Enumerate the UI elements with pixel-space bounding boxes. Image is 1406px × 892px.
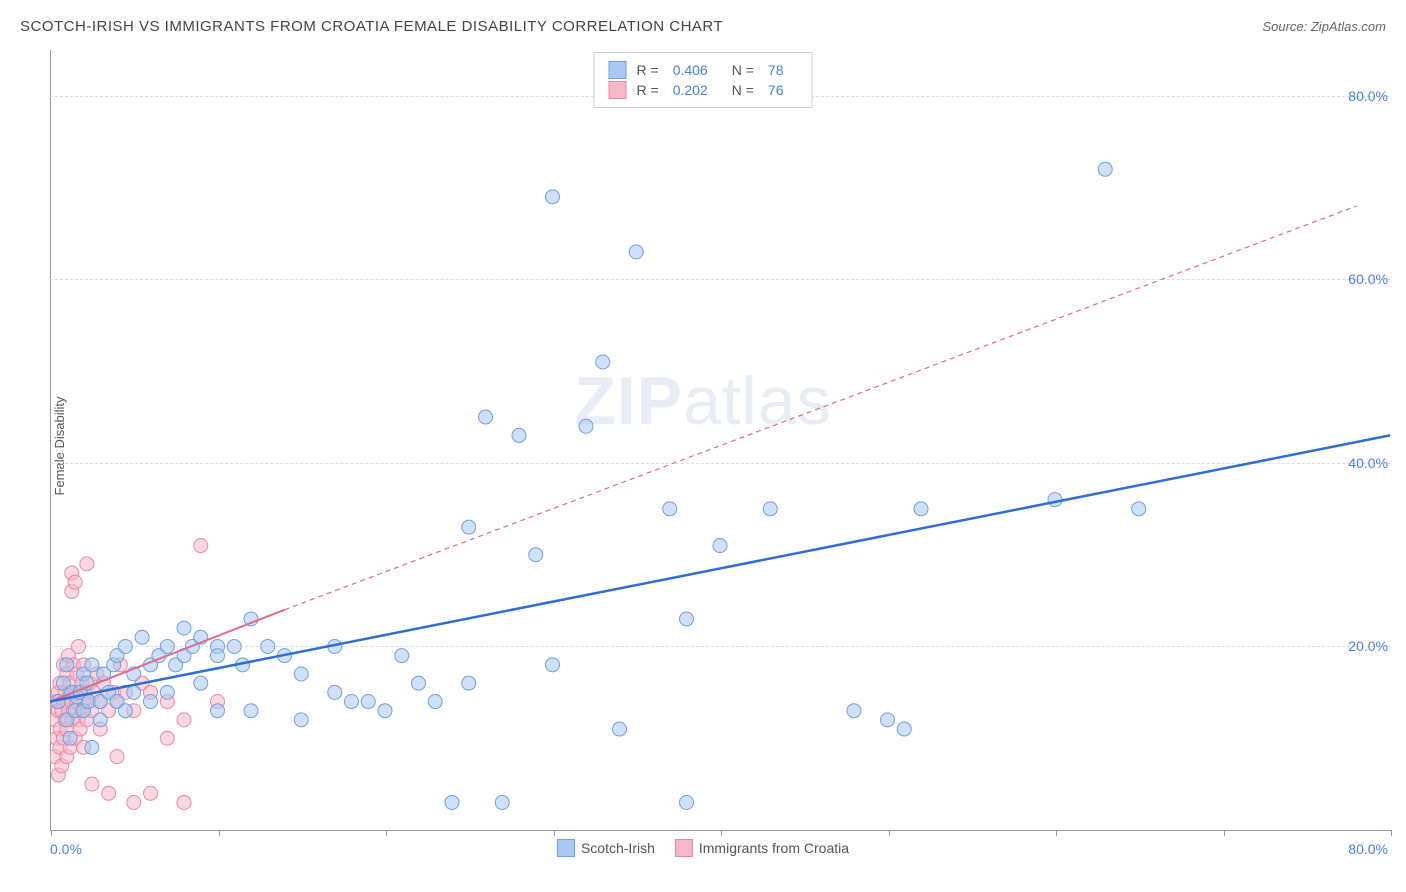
data-point [68, 575, 82, 589]
data-point [378, 704, 392, 718]
data-point [85, 777, 99, 791]
data-point [194, 539, 208, 553]
data-point [529, 548, 543, 562]
data-point [579, 419, 593, 433]
data-point [144, 786, 158, 800]
data-point [71, 639, 85, 653]
legend-row-series-2: R = 0.202 N = 76 [609, 81, 798, 99]
chart-header: SCOTCH-IRISH VS IMMIGRANTS FROM CROATIA … [20, 18, 1386, 35]
data-point [160, 685, 174, 699]
data-point [713, 539, 727, 553]
data-point [412, 676, 426, 690]
legend-row-series-1: R = 0.406 N = 78 [609, 61, 798, 79]
data-point [680, 612, 694, 626]
data-point [914, 502, 928, 516]
data-point [546, 190, 560, 204]
data-point [596, 355, 610, 369]
data-point [135, 630, 149, 644]
data-point [1048, 493, 1062, 507]
data-point [629, 245, 643, 259]
data-point [328, 685, 342, 699]
data-point [211, 704, 225, 718]
data-point [294, 667, 308, 681]
legend-item-2: Immigrants from Croatia [675, 839, 849, 857]
data-point [93, 713, 107, 727]
swatch-icon [557, 839, 575, 857]
data-point [80, 557, 94, 571]
data-point [118, 704, 132, 718]
data-point [244, 704, 258, 718]
data-point [227, 639, 241, 653]
data-point [428, 695, 442, 709]
swatch-icon [675, 839, 693, 857]
data-point [613, 722, 627, 736]
data-point [680, 795, 694, 809]
data-point [211, 649, 225, 663]
data-point [462, 520, 476, 534]
data-point [160, 639, 174, 653]
data-point [144, 695, 158, 709]
data-point [177, 713, 191, 727]
data-point [294, 713, 308, 727]
data-point [763, 502, 777, 516]
data-point [261, 639, 275, 653]
data-point [194, 676, 208, 690]
data-point [85, 740, 99, 754]
data-point [127, 795, 141, 809]
data-point [445, 795, 459, 809]
data-point [60, 658, 74, 672]
data-point [160, 731, 174, 745]
legend-correlation: R = 0.406 N = 78 R = 0.202 N = 76 [594, 52, 813, 108]
scatter-plot [50, 50, 1390, 830]
swatch-series-1 [609, 61, 627, 79]
data-point [63, 731, 77, 745]
chart-source: Source: ZipAtlas.com [1262, 19, 1386, 34]
data-point [85, 658, 99, 672]
data-point [177, 795, 191, 809]
data-point [361, 695, 375, 709]
chart-title: SCOTCH-IRISH VS IMMIGRANTS FROM CROATIA … [20, 18, 723, 35]
data-point [177, 621, 191, 635]
data-point [479, 410, 493, 424]
legend-item-1: Scotch-Irish [557, 839, 655, 857]
data-point [512, 428, 526, 442]
data-point [1132, 502, 1146, 516]
data-point [127, 685, 141, 699]
data-point [546, 658, 560, 672]
data-point [847, 704, 861, 718]
data-point [1098, 162, 1112, 176]
data-point [345, 695, 359, 709]
data-point [462, 676, 476, 690]
legend-series: Scotch-Irish Immigrants from Croatia [557, 839, 849, 857]
data-point [881, 713, 895, 727]
data-point [897, 722, 911, 736]
swatch-series-2 [609, 81, 627, 99]
data-point [110, 750, 124, 764]
data-point [663, 502, 677, 516]
x-axis-max-label: 80.0% [1348, 841, 1388, 857]
data-point [118, 639, 132, 653]
x-axis-origin-label: 0.0% [50, 841, 82, 857]
data-point [395, 649, 409, 663]
data-point [495, 795, 509, 809]
data-point [102, 786, 116, 800]
